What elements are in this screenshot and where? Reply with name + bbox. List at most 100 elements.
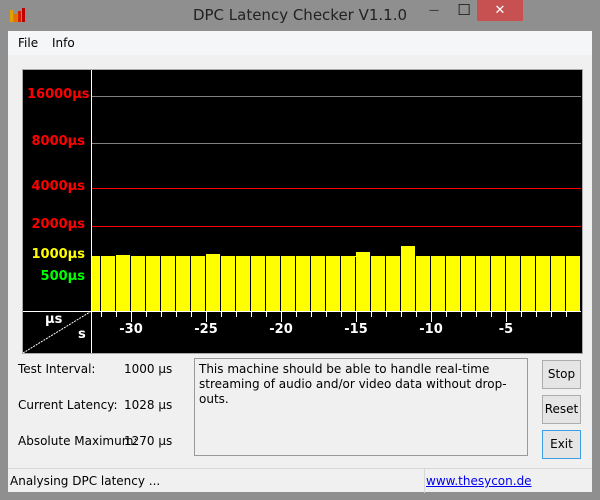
gridline <box>91 96 581 97</box>
x-tick <box>131 312 132 322</box>
latency-bar <box>371 256 386 311</box>
latency-bar <box>236 256 251 311</box>
test-interval-value: 1000 µs <box>124 362 173 376</box>
x-tick <box>476 312 477 317</box>
latency-bar <box>221 256 236 311</box>
latency-bar <box>206 253 221 311</box>
latency-bar <box>416 256 431 311</box>
latency-bar <box>491 256 506 311</box>
latency-bar <box>191 256 206 311</box>
y-tick-label: 1000µs <box>31 247 86 262</box>
website-link[interactable]: www.thesycon.de <box>426 474 532 488</box>
latency-bar <box>521 256 536 311</box>
x-tick <box>176 312 177 317</box>
client-area: File Info 16000µs 8000µs 4000µs 2000µs 1000µ… <box>8 31 592 493</box>
latency-bar <box>476 256 491 311</box>
latency-bar <box>356 251 371 311</box>
x-tick <box>101 312 102 317</box>
x-tick <box>431 312 432 322</box>
maximize-icon[interactable]: ☐ <box>457 1 471 19</box>
x-tick <box>506 312 507 322</box>
y-tick-label: 2000µs <box>31 217 86 232</box>
y-axis <box>91 70 92 353</box>
x-tick <box>311 312 312 317</box>
absolute-maximum-value: 1270 µs <box>124 434 173 448</box>
latency-bar <box>401 245 416 311</box>
gridline <box>91 188 581 189</box>
latency-bar <box>251 256 266 311</box>
minimize-icon[interactable]: — <box>429 5 439 16</box>
x-tick <box>356 312 357 322</box>
current-latency-label: Current Latency: <box>18 398 118 412</box>
latency-bar <box>506 256 521 311</box>
latency-bar <box>266 256 281 311</box>
latency-bar <box>131 256 146 311</box>
status-bar: Analysing DPC latency ... www.thesycon.d… <box>8 468 592 493</box>
x-tick <box>491 312 492 317</box>
x-tick-label: -30 <box>119 322 143 337</box>
latency-bar <box>311 256 326 311</box>
x-tick <box>281 312 282 322</box>
close-icon[interactable]: ✕ <box>477 0 523 21</box>
y-tick-label: 4000µs <box>31 179 86 194</box>
exit-button[interactable]: Exit <box>542 430 581 459</box>
gridline <box>91 226 581 227</box>
corner-y-unit: µs <box>45 312 63 327</box>
x-tick <box>206 312 207 322</box>
x-tick <box>221 312 222 317</box>
latency-bar <box>386 256 401 311</box>
result-message: This machine should be able to handle re… <box>194 358 528 456</box>
x-tick <box>191 312 192 317</box>
title-bar: DPC Latency Checker V1.1.0 — ☐ ✕ <box>0 0 600 32</box>
latency-bar <box>536 256 551 311</box>
latency-bar <box>91 256 101 311</box>
test-interval-label: Test Interval: <box>18 362 96 376</box>
latency-bar <box>101 256 116 311</box>
latency-bar <box>281 256 296 311</box>
x-tick <box>461 312 462 317</box>
window-title: DPC Latency Checker V1.1.0 <box>192 6 408 24</box>
x-tick <box>116 312 117 317</box>
x-tick <box>521 312 522 317</box>
menu-bar: File Info <box>8 31 592 55</box>
latency-bar <box>446 256 461 311</box>
app-icon <box>10 8 26 22</box>
x-tick <box>341 312 342 317</box>
y-tick-label: 500µs <box>40 269 85 284</box>
reset-button[interactable]: Reset <box>542 395 581 424</box>
x-tick <box>251 312 252 317</box>
x-tick-label: -25 <box>194 322 218 337</box>
latency-bar <box>116 254 131 311</box>
latency-bar <box>566 256 581 311</box>
status-text: Analysing DPC latency ... <box>10 474 161 488</box>
x-tick-label: -15 <box>344 322 368 337</box>
x-tick <box>446 312 447 317</box>
latency-bar <box>146 256 161 311</box>
latency-bar <box>296 256 311 311</box>
x-tick <box>536 312 537 317</box>
corner-diagonal <box>23 312 91 354</box>
menu-file[interactable]: File <box>18 36 39 50</box>
x-tick <box>416 312 417 317</box>
x-tick <box>161 312 162 317</box>
x-tick <box>566 312 567 317</box>
x-tick <box>401 312 402 317</box>
latency-bar <box>176 256 191 311</box>
latency-chart: 16000µs 8000µs 4000µs 2000µs 1000µs 500µs -30 -… <box>22 69 583 354</box>
x-tick <box>296 312 297 317</box>
latency-bar <box>161 256 176 311</box>
x-axis <box>23 311 581 312</box>
stop-button[interactable]: Stop <box>542 360 581 389</box>
latency-bar <box>461 256 476 311</box>
x-tick <box>266 312 267 317</box>
latency-bar <box>551 256 566 311</box>
x-tick <box>371 312 372 317</box>
menu-info[interactable]: Info <box>52 36 75 50</box>
latency-bar <box>341 256 356 311</box>
corner-x-unit: s <box>78 327 86 342</box>
y-tick-label: 16000µs <box>27 87 90 102</box>
x-tick <box>386 312 387 317</box>
x-tick-label: -20 <box>269 322 293 337</box>
x-tick-label: -10 <box>419 322 443 337</box>
corner-line <box>23 312 91 354</box>
